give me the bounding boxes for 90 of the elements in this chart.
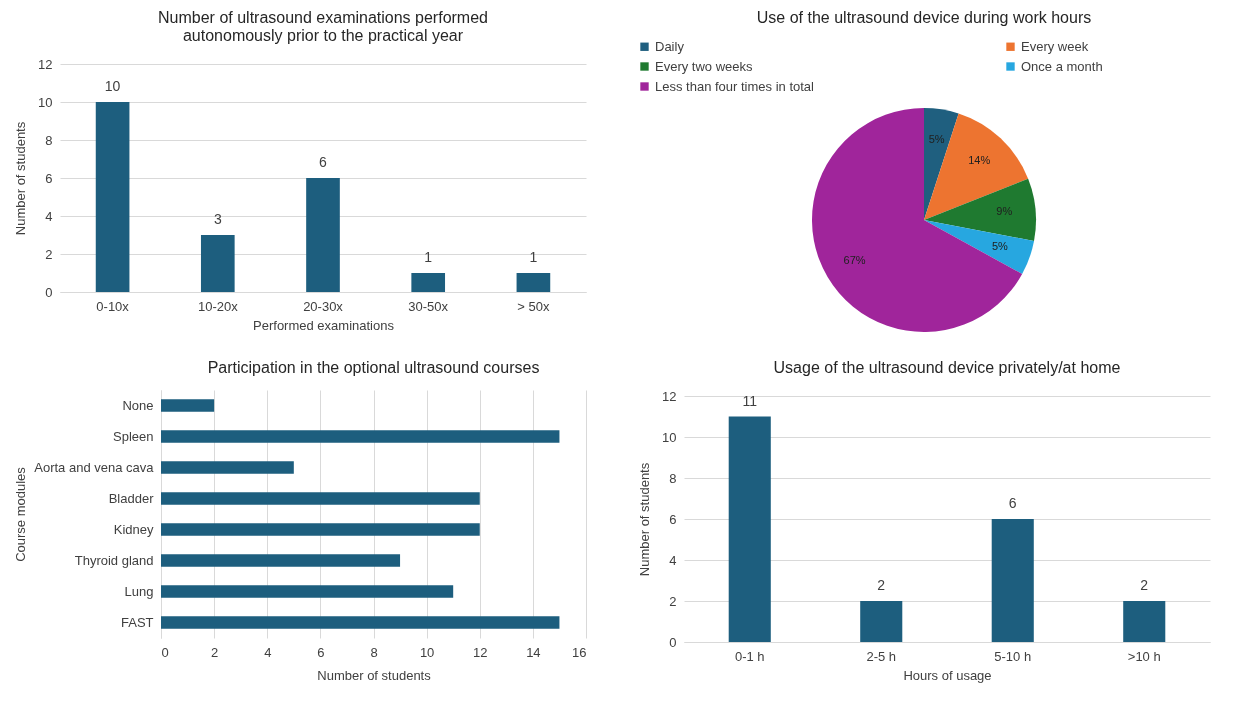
data-label: 5%: [928, 133, 945, 146]
y-tick-label: Aorta and vena cava: [34, 459, 155, 475]
y-axis-title: Number of students: [637, 462, 653, 577]
y-tick-label: 0: [669, 634, 677, 650]
y-tick-label: 8: [669, 470, 677, 486]
bar: [991, 519, 1034, 642]
chart-title: Participation in the optional ultrasound courses: [207, 359, 540, 376]
y-tick-label: 12: [38, 56, 53, 72]
bar: [860, 601, 903, 642]
data-label: 6: [319, 154, 328, 170]
legend-label: Every two weeks: [655, 58, 754, 74]
chart-title: Number of ultrasound examinations performed autonomously prior to the practical year: [158, 9, 488, 44]
pie-slice: [812, 108, 1023, 332]
x-tick-label: 0-10x: [96, 298, 130, 314]
bar: [200, 235, 235, 292]
data-label: 1: [529, 249, 538, 265]
x-tick-label: 6: [317, 644, 325, 660]
data-label: 1: [424, 249, 433, 265]
x-tick-label: 12: [473, 644, 488, 660]
bar: [161, 399, 215, 412]
x-axis-title: Performed examinations: [253, 317, 395, 333]
chart-title: Usage of the ultrasound device privately/at home: [773, 359, 1121, 376]
x-tick-label: 16: [572, 644, 587, 660]
y-axis-title: Number of students: [13, 121, 29, 236]
y-axis-title: Course modules: [13, 466, 29, 562]
y-tick-label: 8: [45, 132, 53, 148]
x-tick-label: 4: [264, 644, 272, 660]
x-tick-label: 10: [419, 644, 435, 660]
bar: [161, 430, 560, 443]
x-tick-label: 30-50x: [408, 298, 449, 314]
y-tick-label: 2: [45, 246, 53, 262]
bar: [161, 492, 480, 505]
x-tick-label: 8: [370, 644, 378, 660]
y-tick-label: 4: [669, 552, 677, 568]
x-tick-label: 14: [526, 644, 541, 660]
bar: [161, 554, 401, 567]
chart-title: Use of the ultrasound device during work hours: [756, 9, 1092, 26]
legend-label: Every week: [1021, 38, 1089, 54]
bar: [1123, 601, 1166, 642]
data-label: 9%: [996, 205, 1013, 218]
data-label: 14%: [968, 154, 991, 167]
x-axis-title: Number of students: [317, 667, 432, 683]
data-label: 2: [1140, 577, 1149, 593]
y-tick-label: Bladder: [108, 490, 155, 506]
legend-label: Once a month: [1021, 58, 1103, 74]
bar: [161, 523, 480, 536]
bar: [411, 273, 446, 292]
x-tick-label: 0-1 h: [734, 648, 765, 664]
bar: [161, 616, 560, 629]
y-tick-label: Thyroid gland: [74, 552, 154, 568]
y-tick-label: Lung: [124, 583, 154, 599]
y-tick-label: FAST: [120, 614, 154, 630]
y-tick-label: 6: [45, 170, 53, 186]
y-tick-label: 10: [38, 94, 53, 110]
y-tick-label: Kidney: [113, 521, 154, 537]
bar: [161, 461, 294, 474]
x-tick-label: >10 h: [1127, 648, 1161, 664]
y-tick-label: 10: [662, 429, 677, 445]
bar: [516, 273, 551, 292]
x-tick-label: > 50x: [517, 298, 550, 314]
legend-label: Daily: [655, 38, 685, 54]
data-label: 11: [742, 392, 758, 409]
x-tick-label: 20-30x: [303, 298, 344, 314]
pie-slice: [924, 108, 959, 220]
y-tick-label: 0: [45, 284, 53, 300]
x-tick-label: 2: [211, 644, 219, 660]
y-tick-label: 2: [669, 593, 677, 609]
bar: [95, 102, 130, 292]
x-tick-label: 0: [161, 644, 169, 660]
bar: [306, 178, 340, 292]
pie-slice: [924, 113, 1029, 220]
y-tick-label: 12: [662, 388, 677, 404]
y-tick-label: None: [122, 397, 154, 413]
data-label: 5%: [991, 240, 1009, 253]
x-axis-title: Hours of usage: [903, 667, 992, 683]
pie-slice: [924, 178, 1036, 241]
bar: [161, 585, 454, 598]
y-tick-label: 6: [669, 511, 677, 527]
data-label: 2: [877, 577, 886, 593]
legend-label: Less than four times in total: [655, 78, 815, 94]
x-tick-label: 10-20x: [197, 298, 239, 314]
data-label: 6: [1008, 495, 1017, 511]
bar: [728, 416, 771, 642]
y-tick-label: Spleen: [113, 428, 154, 444]
x-tick-label: 2-5 h: [866, 648, 897, 664]
x-tick-label: 5-10 h: [994, 648, 1032, 664]
pie-slice: [924, 220, 1035, 274]
y-tick-label: 4: [45, 208, 53, 224]
data-label: 67%: [843, 254, 866, 267]
data-label: 3: [213, 211, 222, 227]
